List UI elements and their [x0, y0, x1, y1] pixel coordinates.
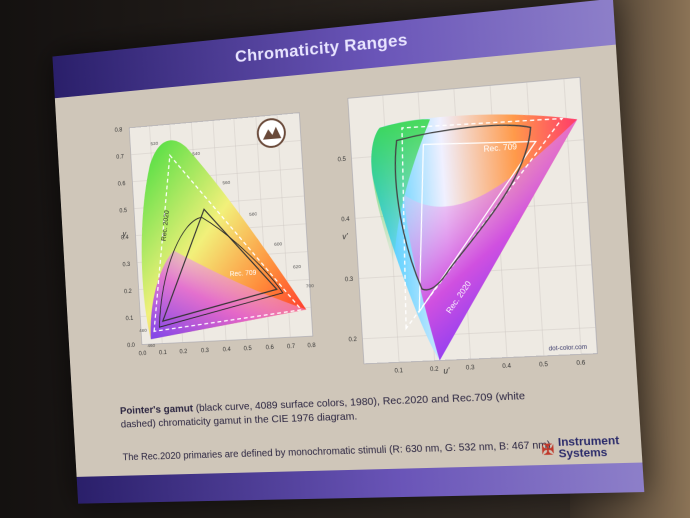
- svg-text:0.8: 0.8: [307, 343, 316, 350]
- svg-text:520: 520: [150, 141, 158, 148]
- svg-text:600: 600: [274, 241, 283, 248]
- svg-text:0.7: 0.7: [287, 344, 295, 351]
- slide-note: The Rec.2020 primaries are defined by mo…: [122, 439, 578, 463]
- logo-mark-icon: ✠: [541, 440, 555, 458]
- svg-text:700: 700: [306, 283, 315, 290]
- svg-text:0.6: 0.6: [576, 360, 585, 367]
- svg-text:0.0: 0.0: [139, 351, 147, 357]
- right-x-tick-labels: 0.1 0.2 0.3 0.4 0.5 0.6: [394, 360, 585, 374]
- slide-caption: Pointer's gamut (black curve, 4089 surfa…: [120, 388, 545, 431]
- svg-text:0.4: 0.4: [341, 217, 350, 224]
- svg-text:0.8: 0.8: [115, 127, 123, 134]
- svg-text:480: 480: [139, 328, 147, 334]
- svg-text:620: 620: [293, 264, 302, 271]
- svg-text:0.2: 0.2: [430, 367, 439, 374]
- svg-text:0.1: 0.1: [159, 350, 167, 356]
- svg-text:0.0: 0.0: [127, 343, 135, 349]
- svg-text:0.3: 0.3: [122, 262, 130, 268]
- left-x-tick-labels: 0.0 0.1 0.2 0.3 0.4 0.5 0.6 0.7 0.8: [139, 343, 316, 357]
- right-x-axis-label: u': [443, 366, 450, 376]
- right-chromaticity-diagram: Rec. 709 Rec. 2020 v' u' 0.1 0.2 0.3 0.4 0…: [327, 56, 604, 380]
- svg-text:0.2: 0.2: [348, 337, 357, 344]
- svg-text:460: 460: [147, 343, 155, 349]
- svg-text:560: 560: [222, 180, 231, 187]
- svg-text:0.2: 0.2: [124, 289, 132, 295]
- svg-text:0.5: 0.5: [244, 346, 252, 352]
- caption-bold: Pointer's gamut: [120, 403, 194, 417]
- svg-text:0.4: 0.4: [502, 363, 512, 370]
- svg-text:0.4: 0.4: [121, 235, 130, 242]
- svg-text:540: 540: [192, 151, 200, 158]
- svg-text:0.7: 0.7: [116, 154, 124, 161]
- logo-line2: Systems: [558, 447, 620, 460]
- svg-text:0.1: 0.1: [394, 368, 403, 375]
- svg-text:0.3: 0.3: [201, 348, 209, 354]
- svg-text:0.6: 0.6: [118, 181, 126, 188]
- projection-screen: Chromaticity Ranges: [52, 0, 644, 504]
- instrument-systems-logo: ✠ Instrument Systems: [541, 436, 620, 461]
- svg-text:0.4: 0.4: [223, 347, 232, 353]
- svg-text:0.5: 0.5: [338, 157, 347, 164]
- svg-text:0.3: 0.3: [466, 365, 475, 372]
- svg-text:0.2: 0.2: [179, 349, 187, 355]
- svg-text:0.3: 0.3: [345, 277, 354, 284]
- svg-text:0.6: 0.6: [266, 345, 274, 351]
- svg-text:0.1: 0.1: [126, 316, 134, 322]
- svg-text:0.5: 0.5: [539, 362, 548, 369]
- right-y-axis-label: v': [342, 232, 349, 242]
- svg-text:0.5: 0.5: [119, 208, 127, 215]
- svg-text:580: 580: [249, 211, 258, 218]
- left-chromaticity-diagram: Rec. 2020 Rec. 709 y 0.0 0.1 0.2 0.3 0.4 0.…: [110, 92, 324, 370]
